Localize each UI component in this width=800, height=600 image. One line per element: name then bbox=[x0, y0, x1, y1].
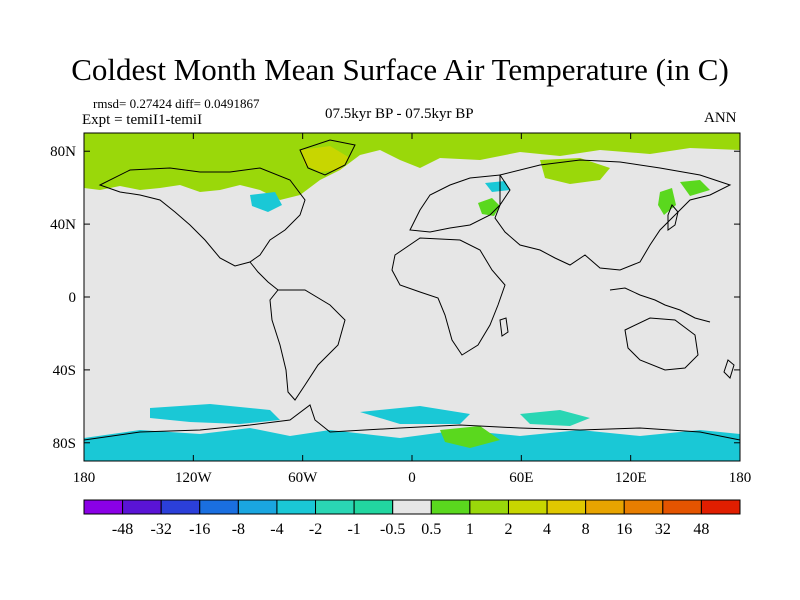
south-pacific-cooling-patch bbox=[150, 404, 280, 424]
colorbar-swatch bbox=[122, 499, 162, 515]
colorbar-label: -0.5 bbox=[380, 521, 405, 538]
barents-cooling-patch bbox=[485, 181, 510, 192]
colorbar-label: 32 bbox=[655, 521, 671, 538]
colorbar-swatch bbox=[546, 499, 587, 515]
colorbar-swatch bbox=[662, 499, 702, 515]
anomaly-patches bbox=[84, 133, 740, 461]
experiment-label: Expt = temiI1-temiI bbox=[82, 112, 203, 128]
coastline-southeast-asia bbox=[609, 287, 711, 323]
colorbar: -48 -32 -16 -8 -4 -2 -1 -0.5 0.5 1 2 4 8 16 32 48 bbox=[83, 499, 741, 538]
coastline-asia bbox=[494, 159, 732, 271]
colorbar-label: 2 bbox=[504, 521, 512, 538]
black-sea-warming-patch bbox=[478, 198, 500, 216]
colorbar-swatch bbox=[315, 499, 355, 515]
colorbar-label: 0.5 bbox=[421, 521, 441, 538]
lon-tick-label: 60E bbox=[509, 470, 533, 486]
colorbar-label: -4 bbox=[270, 521, 283, 538]
period-label: 07.5kyr BP - 07.5kyr BP bbox=[325, 106, 474, 122]
lon-tick-label: 0 bbox=[408, 470, 416, 486]
colorbar-swatch bbox=[585, 499, 625, 515]
lon-tick-label: 120E bbox=[615, 470, 647, 486]
chart-title: Coldest Month Mean Surface Air Temperatu… bbox=[71, 52, 729, 87]
lat-tick-label: 40N bbox=[50, 217, 76, 233]
coastline-madagascar bbox=[499, 317, 509, 337]
siberia-warming-patch bbox=[540, 158, 610, 184]
coastline-antarctica bbox=[83, 404, 741, 441]
southern-ocean-warming-patch bbox=[440, 426, 500, 448]
arctic-warming-band bbox=[84, 133, 740, 200]
colorbar-label: 48 bbox=[693, 521, 709, 538]
coastline-australia bbox=[624, 317, 699, 371]
colorbar-swatch bbox=[160, 499, 201, 515]
colorbar-swatch bbox=[430, 499, 471, 515]
colorbar-swatch bbox=[623, 499, 664, 515]
coastlines bbox=[83, 139, 741, 441]
colorbar-label: -8 bbox=[232, 521, 245, 538]
south-polar-cooling-band bbox=[84, 428, 740, 461]
colorbar-swatch bbox=[199, 499, 239, 515]
coastline-north-america bbox=[98, 167, 306, 267]
colorbar-swatch bbox=[83, 499, 124, 515]
colorbar-swatch bbox=[469, 499, 509, 515]
colorbar-swatch bbox=[276, 499, 317, 515]
lon-tick-label: 180 bbox=[729, 470, 752, 486]
coastline-japan bbox=[667, 204, 679, 231]
season-label: ANN bbox=[704, 110, 737, 126]
lat-tick-label: 40S bbox=[53, 363, 76, 379]
kamchatka-warming-patch bbox=[658, 188, 676, 215]
coastline-new-zealand bbox=[723, 359, 735, 379]
colorbar-label: -48 bbox=[112, 521, 133, 538]
coastline-africa bbox=[391, 237, 506, 356]
colorbar-label: 1 bbox=[466, 521, 474, 538]
lon-tick-label: 180 bbox=[73, 470, 96, 486]
lon-tick-label: 120W bbox=[175, 470, 213, 486]
greenland-warming-patch bbox=[300, 146, 350, 172]
coastline-greenland bbox=[299, 139, 356, 176]
lat-tick-label: 80N bbox=[50, 144, 76, 160]
colorbar-swatch bbox=[392, 499, 432, 515]
map-axes: 180 120W 60W 0 60E 120E 180 80N 40N 0 40S 80S bbox=[50, 133, 751, 486]
colorbar-label: -32 bbox=[151, 521, 172, 538]
colorbar-label: 4 bbox=[543, 521, 551, 538]
colorbar-label: -2 bbox=[309, 521, 322, 538]
colorbar-swatch bbox=[353, 499, 394, 515]
colorbar-label: -1 bbox=[347, 521, 360, 538]
lat-tick-label: 0 bbox=[69, 290, 77, 306]
indian-ocean-cooling-patch bbox=[520, 410, 590, 426]
rmsd-diff-stats: rmsd= 0.27424 diff= 0.0491867 bbox=[93, 96, 260, 111]
colorbar-label: -16 bbox=[189, 521, 210, 538]
hudson-bay-cooling-patch bbox=[250, 192, 282, 212]
colorbar-label: 16 bbox=[616, 521, 632, 538]
south-atlantic-cooling-patch bbox=[360, 406, 470, 424]
colorbar-swatch bbox=[507, 499, 548, 515]
coastline-europe bbox=[409, 174, 511, 233]
coastline-south-america bbox=[269, 289, 346, 401]
colorbar-swatch bbox=[700, 499, 741, 515]
northeast-asia-warming-patch bbox=[680, 180, 710, 196]
lat-tick-label: 80S bbox=[53, 436, 76, 452]
colorbar-label: 8 bbox=[582, 521, 590, 538]
coastline-central-america bbox=[249, 261, 279, 291]
colorbar-swatch bbox=[237, 499, 278, 515]
lon-tick-label: 60W bbox=[288, 470, 318, 486]
